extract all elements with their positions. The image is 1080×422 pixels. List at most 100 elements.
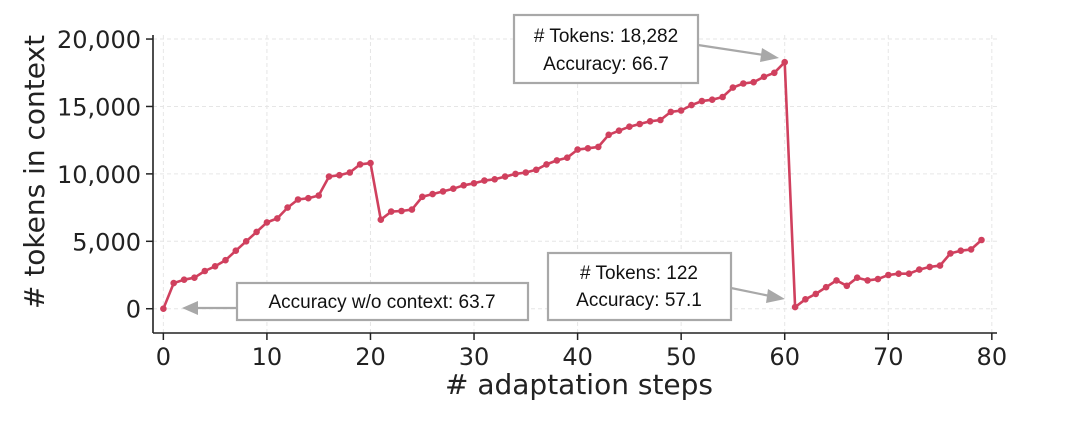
data-point xyxy=(460,182,468,189)
data-point xyxy=(584,145,592,152)
data-point xyxy=(491,176,499,183)
data-point xyxy=(781,58,788,66)
data-point xyxy=(398,207,405,215)
data-point xyxy=(522,169,530,176)
data-points xyxy=(160,58,985,313)
annotation-peak-arrow xyxy=(697,43,765,57)
data-point xyxy=(553,157,561,164)
annotation-drop-box xyxy=(546,251,733,322)
annotation-drop-arrowhead xyxy=(766,289,785,303)
y-tick-label: 10,000 xyxy=(57,161,141,189)
data-point xyxy=(470,180,478,187)
axes xyxy=(152,35,997,334)
annotation-drop: # Tokens: 122 Accuracy: 57.1 xyxy=(546,251,785,322)
data-point xyxy=(822,283,830,291)
data-point xyxy=(305,194,312,202)
data-point xyxy=(791,303,799,311)
x-tick-label: 10 xyxy=(252,343,283,371)
data-point xyxy=(688,101,695,109)
annotation-peak: # Tokens: 18,282 Accuracy: 66.7 xyxy=(512,13,779,85)
data-point xyxy=(201,267,209,275)
data-point xyxy=(646,118,654,125)
data-point xyxy=(284,204,291,211)
data-point xyxy=(563,154,571,161)
data-point xyxy=(595,143,602,151)
annotation-baseline-box xyxy=(235,281,530,322)
data-point xyxy=(719,93,726,101)
x-tick-label: 30 xyxy=(459,343,490,371)
data-point xyxy=(232,247,240,254)
data-point xyxy=(729,84,737,91)
data-point xyxy=(419,193,426,201)
y-tick-label: 5,000 xyxy=(72,228,141,256)
y-tick-label: 20,000 xyxy=(57,26,141,54)
x-tick-label: 80 xyxy=(977,343,1008,371)
y-tick-label: 0 xyxy=(126,296,141,324)
data-point xyxy=(574,146,581,153)
data-point xyxy=(947,250,954,257)
data-point xyxy=(916,266,923,273)
annotation-peak-line2: Accuracy: 66.7 xyxy=(543,54,669,75)
x-axis-label: # adaptation steps xyxy=(445,368,713,401)
data-point xyxy=(626,123,633,130)
data-point xyxy=(740,80,747,87)
annotation-baseline: Accuracy w/o context: 63.7 xyxy=(182,281,530,322)
data-point xyxy=(222,256,229,264)
x-tick-label: 0 xyxy=(156,343,171,371)
y-axis-label: # tokens in context xyxy=(18,35,51,309)
data-point xyxy=(936,262,944,269)
data-point xyxy=(274,215,281,222)
data-point xyxy=(615,127,623,134)
data-point xyxy=(812,290,820,298)
data-point xyxy=(895,270,902,278)
y-ticks: 0 5,000 10,000 15,000 20,000 xyxy=(57,26,153,324)
data-point xyxy=(315,192,323,199)
data-point xyxy=(253,228,260,236)
data-point xyxy=(481,177,488,184)
x-tick-label: 60 xyxy=(769,343,800,371)
data-point xyxy=(698,97,706,105)
data-point xyxy=(501,173,509,180)
data-point xyxy=(874,275,882,283)
data-point xyxy=(356,161,364,168)
data-point xyxy=(760,73,768,81)
x-ticks: 0 10 20 30 40 50 60 70 80 xyxy=(156,333,1007,371)
data-point xyxy=(429,190,436,198)
annotation-drop-arrow xyxy=(730,286,771,298)
data-point xyxy=(833,277,840,284)
data-point xyxy=(346,169,354,176)
data-point xyxy=(211,263,219,270)
data-point xyxy=(708,96,716,103)
data-point xyxy=(336,171,343,179)
data-point xyxy=(325,173,333,180)
y-tick-label: 15,000 xyxy=(57,93,141,121)
data-point xyxy=(242,238,250,245)
data-point xyxy=(636,120,643,128)
annotation-baseline-line1: Accuracy w/o context: 63.7 xyxy=(268,292,495,313)
data-point xyxy=(667,108,675,116)
annotation-drop-line1: # Tokens: 122 xyxy=(580,263,698,284)
data-point xyxy=(605,131,612,139)
data-point xyxy=(926,263,933,271)
data-point xyxy=(450,185,457,192)
data-point xyxy=(657,116,664,124)
data-point xyxy=(512,170,519,178)
annotation-peak-box xyxy=(512,13,700,85)
data-point xyxy=(885,271,892,279)
annotation-peak-arrowhead xyxy=(760,48,779,62)
data-point xyxy=(191,274,198,282)
data-point xyxy=(170,279,177,287)
annotation-peak-line1: # Tokens: 18,282 xyxy=(534,26,678,47)
data-point xyxy=(180,276,188,284)
data-point xyxy=(294,196,302,203)
data-point xyxy=(160,305,167,313)
x-tick-label: 70 xyxy=(873,343,904,371)
data-point xyxy=(771,69,778,77)
data-point xyxy=(677,107,685,114)
data-point xyxy=(387,208,395,215)
x-tick-label: 20 xyxy=(355,343,386,371)
data-point xyxy=(967,246,975,253)
data-point xyxy=(367,159,374,167)
data-point xyxy=(957,247,965,254)
